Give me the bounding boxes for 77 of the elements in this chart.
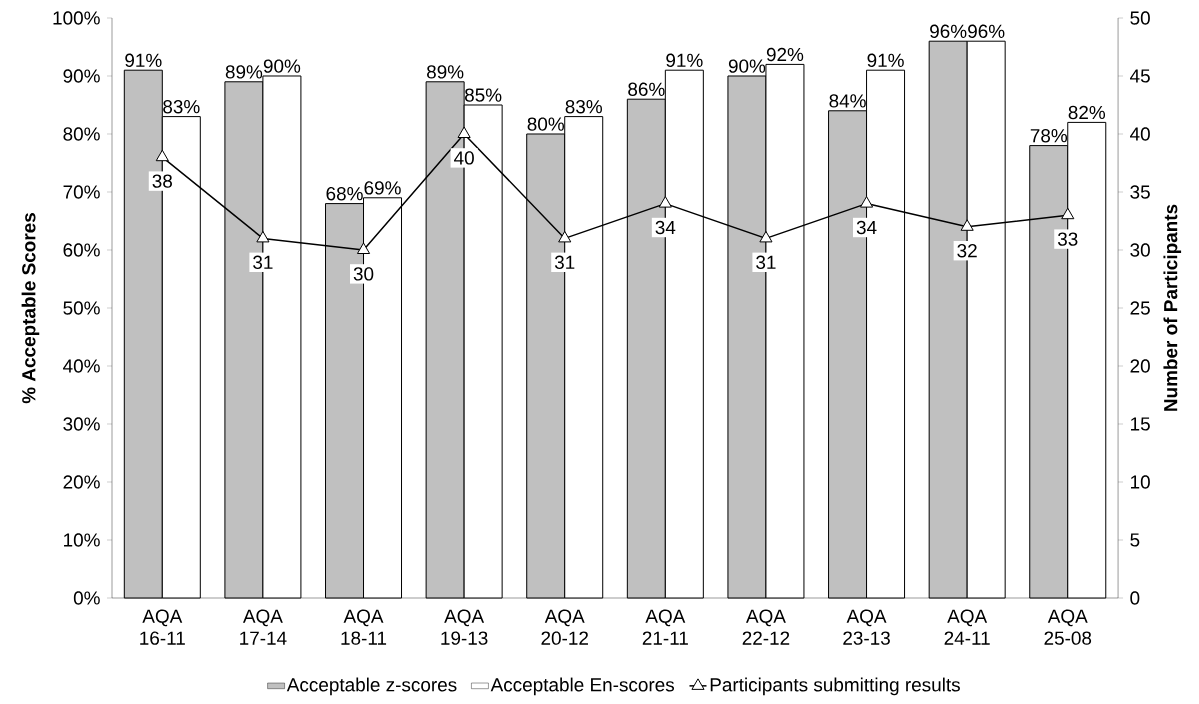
- y2-tick-label: 10: [1131, 475, 1150, 489]
- x-tick-label: AQA 23-13: [843, 609, 890, 645]
- x-tick-label: AQA 21-11: [642, 609, 688, 645]
- x-tick-label: AQA 25-08: [1044, 609, 1092, 645]
- y2-tick-label: 25: [1130, 301, 1150, 315]
- data-label: 40: [454, 151, 474, 165]
- y-tick-label: 100%: [53, 11, 100, 25]
- point: [658, 196, 672, 208]
- y-tick-label: 60%: [63, 243, 100, 257]
- point: [457, 126, 471, 138]
- data-label: 34: [655, 220, 676, 235]
- data-label: 83%: [163, 99, 200, 114]
- x-tick-label: AQA 20-12: [541, 609, 588, 645]
- y-tick-label: 10%: [64, 533, 100, 547]
- data-label: 69%: [364, 181, 401, 195]
- point: [759, 230, 773, 243]
- y2-tick-label: 20: [1130, 359, 1150, 373]
- y2-axis-title: Number of Participants: [1163, 204, 1182, 411]
- data-label: 96%: [930, 24, 967, 38]
- data-label: 32: [957, 244, 977, 258]
- x-tick-label: AQA 17-14: [240, 609, 287, 645]
- y-tick-label: 70%: [63, 185, 100, 199]
- data-label: 92%: [766, 47, 804, 62]
- data-label: 91%: [125, 53, 162, 67]
- legend-label: Acceptable z-scores: [286, 677, 457, 696]
- data-label: 82%: [1068, 105, 1106, 120]
- point: [960, 219, 974, 231]
- point: [256, 230, 270, 243]
- data-label: 80%: [527, 117, 564, 131]
- x-tick-label: AQA 16-11: [140, 609, 185, 645]
- data-label: 78%: [1030, 128, 1068, 143]
- data-label: 89%: [225, 65, 263, 79]
- y2-tick-label: 30: [1130, 243, 1150, 257]
- data-label: 86%: [628, 82, 665, 96]
- y2-tick-label: 45: [1130, 69, 1150, 83]
- y2-tick-label: 40: [1130, 127, 1150, 141]
- y2-tick-label: 35: [1130, 185, 1150, 199]
- data-label: 31: [756, 255, 776, 269]
- data-label: 90%: [728, 59, 766, 73]
- data-label: 96%: [968, 24, 1005, 38]
- point: [558, 230, 572, 243]
- data-label: 90%: [263, 59, 301, 73]
- x-tick-label: AQA 22-12: [742, 609, 790, 645]
- data-label: 30: [353, 267, 374, 281]
- x-tick-label: AQA 24-11: [944, 609, 990, 645]
- point: [356, 242, 371, 254]
- x-tick-label: AQA 19-13: [441, 609, 488, 645]
- data-label: 31: [253, 255, 273, 269]
- data-label: 34: [856, 220, 877, 235]
- data-label: 91%: [666, 53, 703, 67]
- data-label: 33: [1057, 232, 1078, 246]
- point: [155, 149, 169, 162]
- data-label: 83%: [565, 99, 602, 114]
- y2-tick-label: 15: [1131, 417, 1150, 431]
- legend-label: Acceptable En-scores: [490, 677, 675, 696]
- data-label: 84%: [829, 94, 866, 108]
- y-tick-label: 40%: [63, 359, 100, 373]
- y-axis-title: % Acceptable Scores: [21, 213, 40, 404]
- y2-tick-label: 0: [1130, 591, 1140, 605]
- y-tick-label: 20%: [63, 475, 100, 489]
- legend-label: Participants submitting results: [710, 677, 960, 696]
- y-tick-label: 80%: [63, 127, 100, 141]
- y2-tick-label: 50: [1130, 11, 1150, 25]
- data-label: 91%: [867, 53, 904, 67]
- point: [1061, 207, 1075, 220]
- point: [859, 196, 874, 208]
- y-tick-label: 30%: [63, 417, 100, 431]
- data-label: 38: [152, 174, 173, 188]
- y-tick-label: 50%: [63, 301, 100, 315]
- data-label: 31: [554, 255, 575, 269]
- x-tick-label: AQA 18-11: [341, 609, 387, 645]
- y-tick-label: 90%: [63, 69, 100, 83]
- data-label: 68%: [326, 186, 363, 201]
- y2-tick-label: 5: [1130, 533, 1140, 547]
- data-label: 85%: [465, 88, 502, 102]
- data-label: 89%: [427, 65, 464, 79]
- y-tick-label: 0%: [73, 591, 100, 605]
